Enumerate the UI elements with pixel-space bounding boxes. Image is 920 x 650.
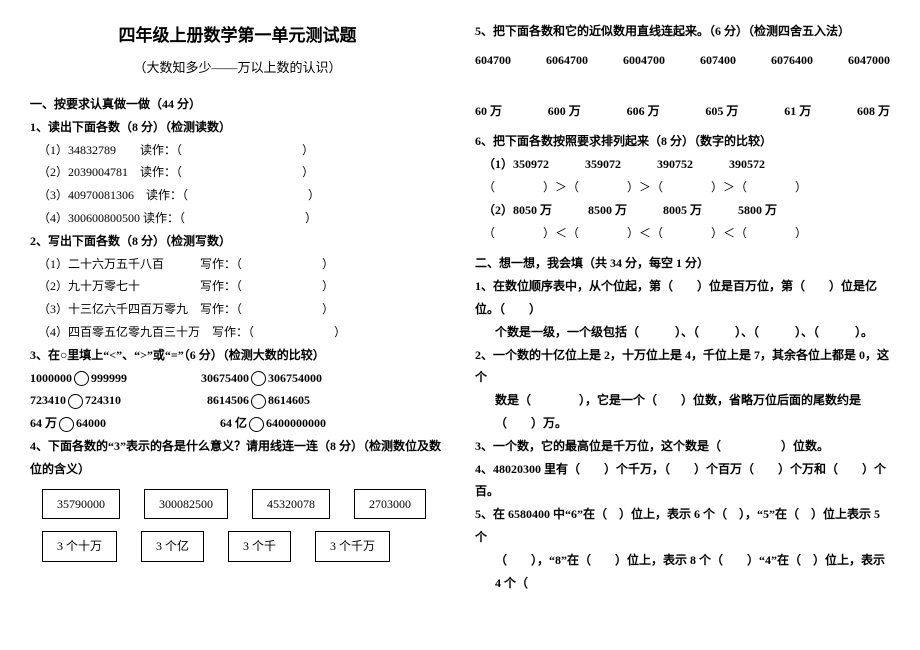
q5-num: 604700 xyxy=(475,49,511,72)
q3b1: 30675400 xyxy=(201,371,249,385)
q3c1: 723410 xyxy=(30,393,66,407)
q4-bottom-row: 3 个十万 3 个亿 3 个千 3 个千万 xyxy=(42,531,445,562)
q2d: （4）四百零五亿零九百三十万 写作：（ xyxy=(38,325,254,339)
section-1-head: 一、按要求认真做一做（44 分） xyxy=(30,93,445,116)
q4-box: 35790000 xyxy=(42,489,120,520)
q5-approx: 606 万 xyxy=(627,100,660,123)
q1b: （2）2039004781 读作：（ xyxy=(38,165,182,179)
q1d: （4）300600800500 读作：（ xyxy=(38,211,185,225)
p5: 5、在 6580400 中“6”在（ ）位上，表示 6 个（ ），“5”在（ ）… xyxy=(475,503,890,549)
q5-approx: 60 万 xyxy=(475,100,502,123)
p2b: 数是（ ），它是一个（ ）位数，省略万位后面的尾数约是（ ）万。 xyxy=(475,389,890,435)
q2-item: （1）二十六万五千八百 写作：（） xyxy=(30,253,445,276)
q5-row1: 604700 6064700 6004700 607400 6076400 60… xyxy=(475,49,890,72)
q1a: （1）34832789 读作：（ xyxy=(38,143,182,157)
q2b: （2）九十万零七十 写作：（ xyxy=(38,279,242,293)
q3f1: 64 亿 xyxy=(220,416,247,430)
q2-item: （2）九十万零七十 写作：（） xyxy=(30,275,445,298)
q5-num: 6064700 xyxy=(546,49,588,72)
q4-box: 2703000 xyxy=(354,489,426,520)
p3: 3、一个数，它的最高位是千万位，这个数是（ ）位数。 xyxy=(475,435,890,458)
q6a-blanks: （ ）＞（ ）＞（ ）＞（ ） xyxy=(475,176,890,199)
q5-num: 6047000 xyxy=(848,49,890,72)
q4-top-row: 35790000 300082500 45320078 2703000 xyxy=(42,489,445,520)
q6b-blanks: （ ）＜（ ）＜（ ）＜（ ） xyxy=(475,222,890,245)
compare-circle[interactable] xyxy=(249,417,264,432)
q6a: （1）350972 359072 390752 390572 xyxy=(475,153,890,176)
q3d2: 8614605 xyxy=(268,393,310,407)
q4-box: 3 个千万 xyxy=(315,531,390,562)
p1b: 个数是一级，一个级包括（ ）、（ ）、（ ）、（ ）。 xyxy=(475,321,890,344)
q5-approx: 605 万 xyxy=(705,100,738,123)
q5-num: 6004700 xyxy=(623,49,665,72)
q3f2: 6400000000 xyxy=(266,416,326,430)
q2a: （1）二十六万五千八百 写作：（ xyxy=(38,257,242,271)
q3-head: 3、在○里填上“<”、“>”或“=”（6 分）（检测大数的比较） xyxy=(30,344,445,367)
q5-approx: 608 万 xyxy=(857,100,890,123)
compare-circle[interactable] xyxy=(251,371,266,386)
q3-row: 723410 724310 8614506 8614605 xyxy=(30,389,445,412)
q3-row: 64 万 64000 64 亿 6400000000 xyxy=(30,412,445,435)
page-title: 四年级上册数学第一单元测试题 xyxy=(30,20,445,52)
p1: 1、在数位顺序表中，从个位起，第（ ）位是百万位，第（ ）位是亿位。（ ） xyxy=(475,275,890,321)
q2-item: （4）四百零五亿零九百三十万 写作：（） xyxy=(30,321,445,344)
q2-item: （3）十三亿六千四百万零九 写作：（） xyxy=(30,298,445,321)
q2-head: 2、写出下面各数（8 分）（检测写数） xyxy=(30,230,445,253)
q4-box: 45320078 xyxy=(252,489,330,520)
q3-row: 1000000 999999 30675400 306754000 xyxy=(30,367,445,390)
q3c2: 724310 xyxy=(85,393,121,407)
q3a1: 1000000 xyxy=(30,371,72,385)
q3e2: 64000 xyxy=(76,416,106,430)
q5-num: 6076400 xyxy=(771,49,813,72)
q4-box: 3 个亿 xyxy=(141,531,204,562)
p4: 4、48020300 里有（ ）个千万，（ ）个百万（ ）个万和（ ）个百。 xyxy=(475,458,890,504)
q1-item: （4）300600800500 读作：（） xyxy=(30,207,445,230)
q4-head: 4、下面各数的“3”表示的各是什么意义？请用线连一连（8 分）（检测数位及数位的… xyxy=(30,435,445,481)
compare-circle[interactable] xyxy=(251,394,266,409)
compare-circle[interactable] xyxy=(68,394,83,409)
q5-row2: 60 万 600 万 606 万 605 万 61 万 608 万 xyxy=(475,100,890,123)
q6b: （2）8050 万 8500 万 8005 万 5800 万 xyxy=(475,199,890,222)
p5b: （ ），“8”在（ ）位上，表示 8 个（ ）“4”在（ ）位上，表示 4 个（ xyxy=(475,549,890,595)
q3d1: 8614506 xyxy=(207,393,249,407)
q5-approx: 600 万 xyxy=(548,100,581,123)
compare-circle[interactable] xyxy=(74,371,89,386)
page-subtitle: （大数知多少——万以上数的认识） xyxy=(30,56,445,81)
q5-head: 5、把下面各数和它的近似数用直线连起来。（6 分）（检测四舍五入法） xyxy=(475,20,890,43)
q1c: （3）40970081306 读作：（ xyxy=(38,188,188,202)
q3b2: 306754000 xyxy=(268,371,322,385)
compare-circle[interactable] xyxy=(59,417,74,432)
q1-head: 1、读出下面各数（8 分）（检测读数） xyxy=(30,116,445,139)
p2: 2、一个数的十亿位上是 2，十万位上是 4，千位上是 7，其余各位上都是 0，这… xyxy=(475,344,890,390)
q6-head: 6、把下面各数按照要求排列起来（8 分）（数字的比较） xyxy=(475,130,890,153)
q1-item: （2）2039004781 读作：（） xyxy=(30,161,445,184)
q5-approx: 61 万 xyxy=(784,100,811,123)
q5-num: 607400 xyxy=(700,49,736,72)
q3a2: 999999 xyxy=(91,371,127,385)
q4-box: 300082500 xyxy=(144,489,228,520)
section-2-head: 二、想一想，我会填（共 34 分，每空 1 分） xyxy=(475,252,890,275)
q1-item: （1）34832789 读作：（） xyxy=(30,139,445,162)
q2c: （3）十三亿六千四百万零九 写作：（ xyxy=(38,302,242,316)
q4-box: 3 个十万 xyxy=(42,531,117,562)
q1-item: （3）40970081306 读作：（） xyxy=(30,184,445,207)
q3e1: 64 万 xyxy=(30,416,57,430)
q4-box: 3 个千 xyxy=(228,531,291,562)
